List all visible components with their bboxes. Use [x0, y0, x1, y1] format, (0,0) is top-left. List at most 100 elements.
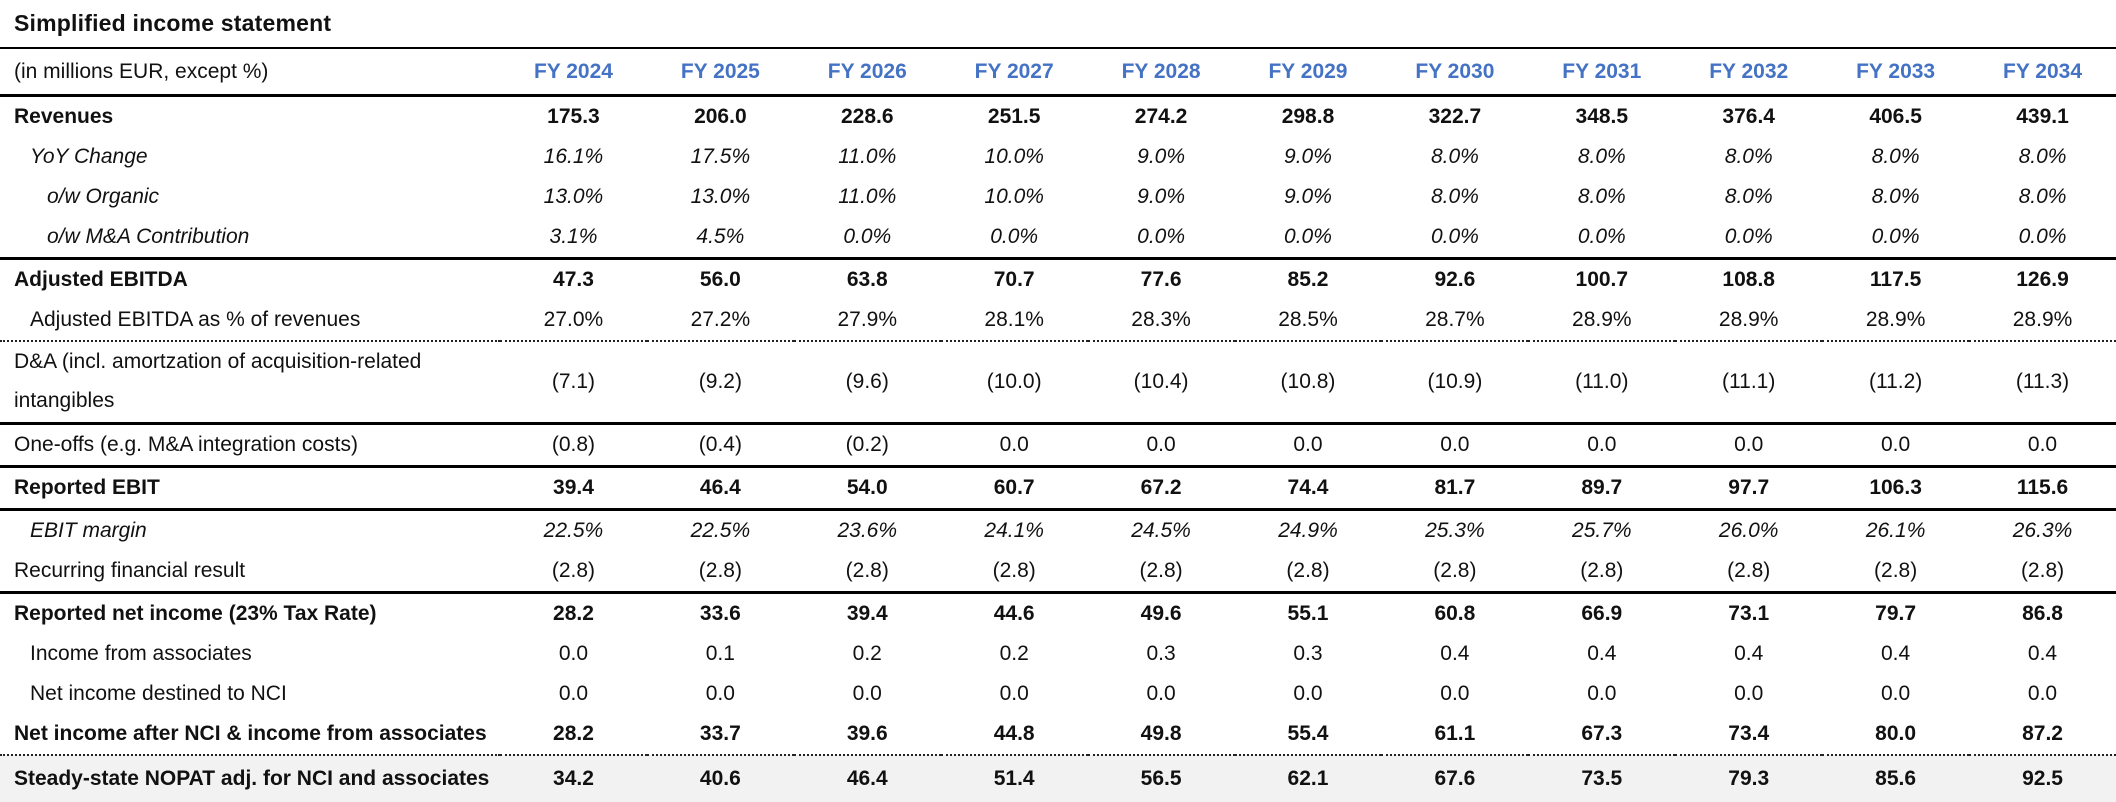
row-value: 108.8 — [1675, 259, 1822, 301]
row-value: 11.0% — [794, 177, 941, 217]
row-label: o/w M&A Contribution — [0, 217, 500, 259]
row-value: 0.0 — [1088, 424, 1235, 467]
year-header: FY 2033 — [1822, 49, 1969, 96]
row-value: 27.2% — [647, 300, 794, 341]
row-value: 22.5% — [647, 510, 794, 552]
row-value: 27.9% — [794, 300, 941, 341]
row-value: 44.6 — [941, 593, 1088, 635]
row-label: One-offs (e.g. M&A integration costs) — [0, 424, 500, 467]
row-label: Steady-state NOPAT adj. for NCI and asso… — [0, 755, 500, 802]
row-value: 86.8 — [1969, 593, 2116, 635]
row-value: 24.1% — [941, 510, 1088, 552]
row-value: 13.0% — [500, 177, 647, 217]
row-value: (11.3) — [1969, 341, 2116, 424]
row-value: 87.2 — [1969, 714, 2116, 755]
row-value: 0.0 — [1822, 424, 1969, 467]
row-value: 0.0% — [1528, 217, 1675, 259]
row-value: 251.5 — [941, 96, 1088, 138]
row-value: (2.8) — [647, 551, 794, 593]
year-header: FY 2026 — [794, 49, 941, 96]
row-value: (7.1) — [500, 341, 647, 424]
row-value: 0.0% — [941, 217, 1088, 259]
year-header: FY 2025 — [647, 49, 794, 96]
row-value: 25.7% — [1528, 510, 1675, 552]
row-value: 67.6 — [1381, 755, 1528, 802]
row-label: YoY Change — [0, 137, 500, 177]
row-value: 8.0% — [1822, 177, 1969, 217]
row-value: (2.8) — [1381, 551, 1528, 593]
row-value: 348.5 — [1528, 96, 1675, 138]
row-value: 0.0 — [1235, 424, 1382, 467]
row-label: Net income after NCI & income from assoc… — [0, 714, 500, 755]
row-label: Reported EBIT — [0, 467, 500, 510]
row-value: 28.2 — [500, 593, 647, 635]
row-value: 92.6 — [1381, 259, 1528, 301]
row-value: 26.3% — [1969, 510, 2116, 552]
row-value: 22.5% — [500, 510, 647, 552]
row-value: 44.8 — [941, 714, 1088, 755]
row-value: 175.3 — [500, 96, 647, 138]
row-value: 439.1 — [1969, 96, 2116, 138]
year-header: FY 2032 — [1675, 49, 1822, 96]
row-value: (11.0) — [1528, 341, 1675, 424]
row-value: 322.7 — [1381, 96, 1528, 138]
row-value: 0.0 — [1675, 424, 1822, 467]
row-value: 0.2 — [941, 634, 1088, 674]
row-value: 8.0% — [1381, 177, 1528, 217]
row-value: 9.0% — [1088, 177, 1235, 217]
year-header: FY 2034 — [1969, 49, 2116, 96]
row-value: 24.9% — [1235, 510, 1382, 552]
row-value: (9.6) — [794, 341, 941, 424]
row-label: Revenues — [0, 96, 500, 138]
row-value: 100.7 — [1528, 259, 1675, 301]
row-value: 0.2 — [794, 634, 941, 674]
row-value: 0.0 — [1528, 424, 1675, 467]
row-value: 60.8 — [1381, 593, 1528, 635]
row-value: 0.0 — [1528, 674, 1675, 714]
row-label: Income from associates — [0, 634, 500, 674]
table-row: Steady-state NOPAT adj. for NCI and asso… — [0, 755, 2116, 802]
row-value: 81.7 — [1381, 467, 1528, 510]
row-label: Reported net income (23% Tax Rate) — [0, 593, 500, 635]
page-title: Simplified income statement — [0, 0, 2116, 49]
row-value: 55.4 — [1235, 714, 1382, 755]
row-value: 56.5 — [1088, 755, 1235, 802]
row-value: 67.2 — [1088, 467, 1235, 510]
year-header: FY 2028 — [1088, 49, 1235, 96]
row-value: 28.3% — [1088, 300, 1235, 341]
row-value: 13.0% — [647, 177, 794, 217]
row-value: 24.5% — [1088, 510, 1235, 552]
row-value: 89.7 — [1528, 467, 1675, 510]
row-value: (0.2) — [794, 424, 941, 467]
row-value: 28.5% — [1235, 300, 1382, 341]
row-value: 106.3 — [1822, 467, 1969, 510]
row-value: 406.5 — [1822, 96, 1969, 138]
row-value: 33.7 — [647, 714, 794, 755]
row-value: (2.8) — [941, 551, 1088, 593]
row-value: (2.8) — [1822, 551, 1969, 593]
row-value: 0.0% — [1088, 217, 1235, 259]
row-value: (9.2) — [647, 341, 794, 424]
row-value: 0.4 — [1675, 634, 1822, 674]
year-header: FY 2031 — [1528, 49, 1675, 96]
row-value: 56.0 — [647, 259, 794, 301]
row-value: 0.0 — [794, 674, 941, 714]
row-value: (2.8) — [500, 551, 647, 593]
row-value: 67.3 — [1528, 714, 1675, 755]
row-label: D&A (incl. amortzation of acquisition-re… — [0, 341, 500, 424]
row-value: 0.0% — [1675, 217, 1822, 259]
row-value: (10.9) — [1381, 341, 1528, 424]
row-value: 39.6 — [794, 714, 941, 755]
row-value: 206.0 — [647, 96, 794, 138]
row-label: Adjusted EBITDA — [0, 259, 500, 301]
row-value: 0.0% — [1969, 217, 2116, 259]
row-value: 10.0% — [941, 177, 1088, 217]
row-value: (10.8) — [1235, 341, 1382, 424]
row-value: 79.7 — [1822, 593, 1969, 635]
row-value: 0.0% — [1822, 217, 1969, 259]
